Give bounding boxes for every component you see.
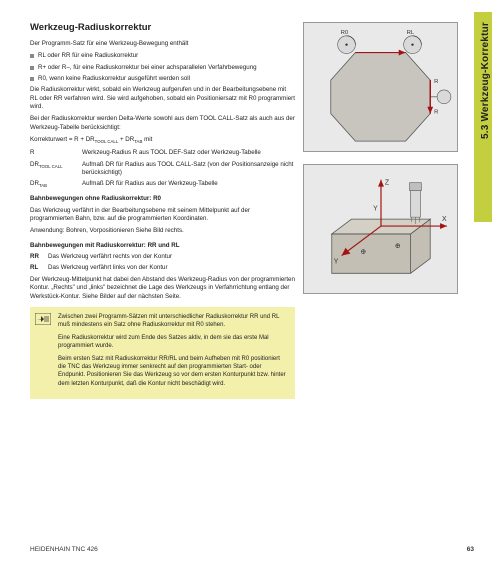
section-tab-label: 5.3 Werkzeug-Korrektur: [480, 22, 491, 139]
definition-row: RR Das Werkzeug verfährt rechts von der …: [30, 253, 295, 261]
diagram-octagon: R R R0 RL: [303, 22, 458, 152]
paragraph: Der Werkzeug-Mittelpunkt hat dabei den A…: [30, 276, 295, 301]
note-hand-icon: [35, 313, 51, 325]
page-content: Werkzeug-Radiuskorrektur Der Programm-Sa…: [0, 0, 500, 571]
paragraph: Die Radiuskorrektur wirkt, sobald ein We…: [30, 86, 295, 111]
note-paragraph: Zwischen zwei Programm-Sätzen mit unters…: [58, 313, 289, 329]
formula-line: Korrekturwert = R + DRTOOL CALL + DRTAB …: [30, 136, 295, 145]
footer-page-number: 63: [467, 546, 474, 553]
definition-row: DRTOOL CALL Aufmaß DR für Radius aus TOO…: [30, 161, 295, 178]
bullet-item: RL oder RR für eine Radiuskorrektur: [30, 52, 295, 60]
definition-row: RL Das Werkzeug verfährt links von der K…: [30, 264, 295, 272]
paragraph: Bei der Radiuskorrektur werden Delta-Wer…: [30, 115, 295, 132]
note-box: Zwischen zwei Programm-Sätzen mit unters…: [30, 307, 295, 399]
def-term: DRTAB: [30, 180, 82, 189]
label-x: X: [442, 216, 447, 223]
definition-row: R Werkzeug-Radius R aus TOOL DEF-Satz od…: [30, 149, 295, 157]
diagram-axes-block: Z X Y Y: [303, 164, 458, 294]
def-desc: Aufmaß DR für Radius aus TOOL CALL-Satz …: [82, 161, 295, 178]
page-title: Werkzeug-Radiuskorrektur: [30, 22, 295, 35]
page-footer: HEIDENHAIN TNC 426 63: [30, 546, 474, 553]
subheading: Bahnbewegungen mit Radiuskorrektur: RR u…: [30, 242, 295, 250]
label-r-right: R: [434, 79, 438, 85]
def-desc: Das Werkzeug verfährt rechts von der Kon…: [48, 253, 295, 261]
def-term-rl: RL: [30, 264, 48, 272]
label-y2: Y: [373, 205, 378, 212]
paragraph: Das Werkzeug verfährt in der Bearbeitung…: [30, 207, 295, 224]
label-rl: RL: [407, 30, 415, 36]
bullet-item: R+ oder R–, für eine Radiuskorrektur bei…: [30, 64, 295, 72]
main-column: Werkzeug-Radiuskorrektur Der Programm-Sa…: [30, 22, 295, 571]
def-desc: Aufmaß DR für Radius aus der Werkzeug-Ta…: [82, 180, 295, 189]
def-desc: Werkzeug-Radius R aus TOOL DEF-Satz oder…: [82, 149, 295, 157]
footer-product: HEIDENHAIN TNC 426: [30, 546, 98, 553]
def-desc: Das Werkzeug verfährt links von der Kont…: [48, 264, 295, 272]
bullet-item: R0, wenn keine Radiuskorrektur ausgeführ…: [30, 75, 295, 83]
note-paragraph: Beim ersten Satz mit Radiuskorrektur RR/…: [58, 355, 289, 387]
label-r-right2: R: [434, 110, 438, 116]
label-y: Y: [334, 258, 339, 265]
paragraph: Anwendung: Bohren, Vorpositionieren Sieh…: [30, 227, 295, 235]
label-z: Z: [385, 180, 389, 187]
definition-row: DRTAB Aufmaß DR für Radius aus der Werkz…: [30, 180, 295, 189]
def-term-rr: RR: [30, 253, 48, 261]
right-column: R R R0 RL Z X: [303, 22, 483, 571]
label-r0: R0: [341, 30, 349, 36]
def-term: DRTOOL CALL: [30, 161, 82, 178]
subheading: Bahnbewegungen ohne Radiuskorrektur: R0: [30, 195, 295, 203]
note-paragraph: Eine Radiuskorrektur wird zum Ende des S…: [58, 334, 289, 350]
intro-text: Der Programm-Satz für eine Werkzeug-Bewe…: [30, 40, 295, 48]
def-term: R: [30, 149, 82, 157]
